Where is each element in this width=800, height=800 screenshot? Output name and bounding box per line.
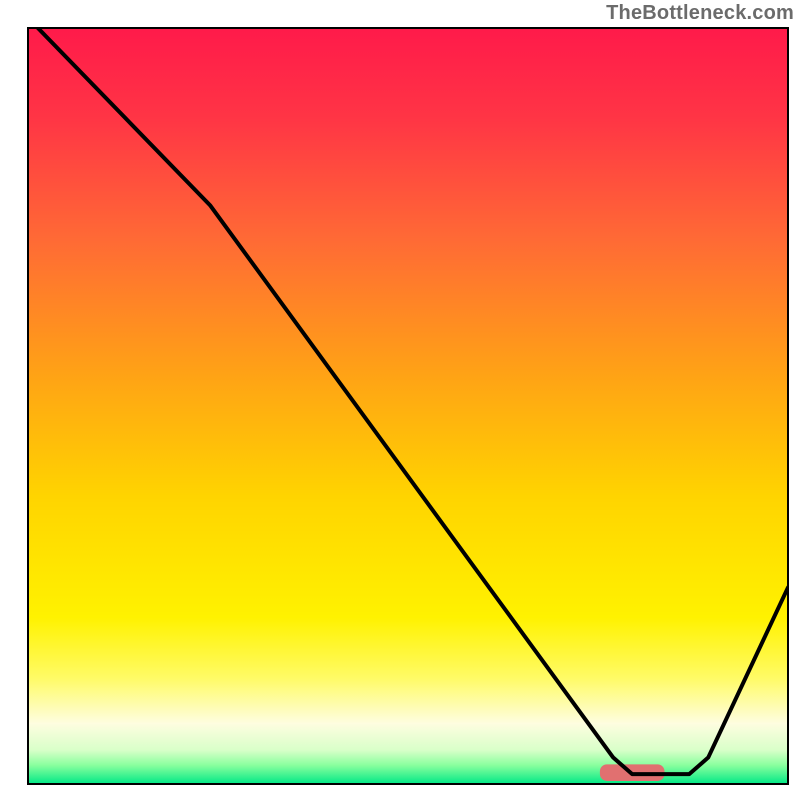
bottleneck-chart [0, 0, 800, 800]
watermark-text: TheBottleneck.com [606, 2, 794, 25]
gradient-background [28, 28, 788, 784]
